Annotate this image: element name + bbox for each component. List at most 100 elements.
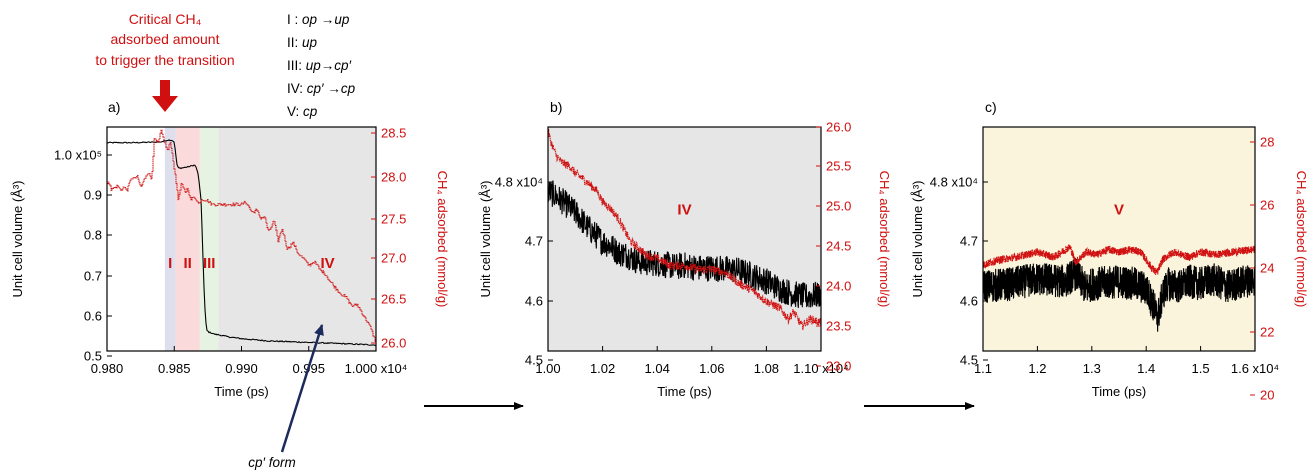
legend-row-2: II: up — [287, 35, 318, 50]
x-tick-label: 1.10 x10⁴ — [793, 361, 848, 376]
y2-tick-label: 25.0 — [826, 199, 851, 214]
y2-tick-label: 23.0 — [826, 359, 851, 374]
y-axis-label: Unit cell volume (Å³) — [910, 180, 925, 297]
x-tick-label: 1.000 x10⁴ — [345, 361, 408, 376]
panel-b: 1.00 1.02 1.04 1.06 1.08 1.10 x10⁴ 4.8 x10⁴ 4.7… — [478, 99, 892, 399]
y2-axis-label: CH₄ adsorbed (mmol/g) — [877, 171, 892, 308]
y2-tick-label: 26.5 — [381, 292, 406, 307]
unit-cell-volume-series — [983, 257, 1255, 332]
ch4-adsorbed-series — [983, 244, 1255, 275]
panel-label: b) — [550, 99, 562, 115]
x-tick-label: 1.06 — [699, 361, 724, 376]
y2-tick-label: 23.5 — [826, 319, 851, 334]
y-tick-label: 0.9 — [84, 188, 102, 203]
y2-tick-label: 22 — [1260, 325, 1274, 340]
y-tick-label: 0.8 — [84, 228, 102, 243]
y-tick-label: 4.5 — [525, 353, 543, 368]
legend-text-1: I : op →up — [287, 12, 350, 27]
x-tick-label: 1.02 — [590, 361, 615, 376]
stage-label-V: V — [1114, 201, 1124, 218]
stage-legend: I : op →up II: up III: up→cp′ IV: cp′ →cp V:… — [287, 12, 356, 119]
x-tick-label: 0.990 — [225, 361, 258, 376]
legend-row-1: I : op →up — [287, 12, 350, 27]
stage-label-IV: IV — [677, 201, 691, 218]
panel-label: c) — [985, 99, 997, 115]
x-tick-label: 1.00 — [535, 361, 560, 376]
y-axis-label: Unit cell volume (Å³) — [478, 180, 493, 297]
y-tick-label: 4.6 — [960, 294, 978, 309]
legend-text-4: IV: cp′ →cp — [287, 81, 356, 96]
x-tick-label: 1.6 x10⁴ — [1231, 361, 1279, 376]
x-tick-label: 0.985 — [158, 361, 191, 376]
stage-band-IV — [218, 127, 376, 351]
unit-cell-volume-series — [548, 180, 821, 308]
y2-tick-label: 24 — [1260, 261, 1274, 276]
critical-line-1: Critical CH₄ — [129, 11, 202, 27]
stage-label-I: I — [168, 255, 172, 272]
y2-tick-label: 26 — [1260, 198, 1274, 213]
critical-ch4-annotation: Critical CH₄ adsorbed amount to trigger … — [95, 11, 235, 112]
stage-label-III: III — [203, 255, 216, 272]
stage-band-V — [983, 127, 1255, 351]
y2-tick-label: 27.5 — [381, 212, 406, 227]
y2-tick-label: 24.0 — [826, 279, 851, 294]
stage-label-II: II — [184, 255, 192, 272]
y-axis-label: Unit cell volume (Å³) — [10, 180, 25, 297]
legend-row-4: IV: cp′ →cp — [287, 81, 356, 96]
x-tick-label: 1.3 — [1083, 361, 1101, 376]
stage-band-I — [164, 127, 176, 351]
ch4-adsorbed-series — [107, 129, 376, 343]
y2-tick-label: 25.5 — [826, 159, 851, 174]
y2-axis-label: CH₄ adsorbed (mmol/g) — [435, 171, 450, 308]
plot-frame — [547, 126, 822, 352]
x-axis-label: Time (ps) — [657, 384, 711, 399]
y-tick-label: 0.7 — [84, 269, 102, 284]
y-tick-label: 4.7 — [960, 234, 978, 249]
x-tick-label: 1.04 — [645, 361, 670, 376]
y2-axis-label: CH₄ adsorbed (mmol/g) — [1294, 171, 1309, 308]
y2-tick-label: 27.0 — [381, 251, 406, 266]
y2-tick-label: 26.0 — [381, 336, 406, 351]
y-tick-label: 4.8 x10⁴ — [930, 175, 978, 190]
y-tick-label: 4.5 — [960, 353, 978, 368]
y-tick-label: 0.6 — [84, 309, 102, 324]
y-tick-label: 4.8 x10⁴ — [495, 175, 543, 190]
y2-tick-label: 26.0 — [826, 120, 851, 135]
legend-row-5: V: cp — [287, 104, 318, 119]
critical-line-3: to trigger the transition — [95, 52, 234, 68]
legend-text-5: V: cp — [287, 104, 318, 119]
plot-frame — [982, 126, 1256, 352]
x-axis-label: Time (ps) — [1092, 384, 1146, 399]
x-tick-label: 1.08 — [754, 361, 779, 376]
x-tick-label: 1.4 — [1137, 361, 1155, 376]
critical-line-2: adsorbed amount — [111, 31, 220, 47]
legend-row-3: III: up→cp′ — [287, 58, 352, 73]
y-tick-label: 0.5 — [84, 349, 102, 364]
legend-text-2: II: up — [287, 35, 318, 50]
stage-band-IV — [548, 127, 821, 351]
x-tick-label: 1.1 — [974, 361, 992, 376]
y-tick-label: 1.0 x10⁵ — [54, 148, 102, 163]
y2-tick-label: 28.0 — [381, 170, 406, 185]
x-tick-label: 1.2 — [1028, 361, 1046, 376]
x-tick-label: 0.980 — [91, 361, 124, 376]
x-tick-label: 1.5 — [1192, 361, 1210, 376]
x-axis-label: Time (ps) — [214, 384, 268, 399]
stage-band-II — [175, 127, 200, 351]
critical-down-arrow-icon — [152, 80, 178, 112]
y2-tick-label: 24.5 — [826, 239, 851, 254]
panel-label: a) — [108, 99, 120, 115]
y-tick-label: 4.7 — [525, 234, 543, 249]
unit-cell-volume-series — [107, 139, 376, 347]
stage-label-IV: IV — [320, 255, 334, 272]
panel-c: 1.1 1.2 1.3 1.4 1.5 1.6 x10⁴ 4.8 x10⁴ 4.7 4.6 4.5… — [910, 99, 1309, 403]
cp-form-arrow-icon — [280, 324, 324, 453]
cp-form-label: cp′ form — [248, 455, 296, 470]
ch4-adsorbed-series — [548, 128, 821, 331]
y2-tick-label: 28 — [1260, 135, 1274, 150]
y-tick-label: 4.6 — [525, 294, 543, 309]
y2-tick-label: 28.5 — [381, 126, 406, 141]
legend-text-3: III: up→cp′ — [287, 58, 352, 73]
